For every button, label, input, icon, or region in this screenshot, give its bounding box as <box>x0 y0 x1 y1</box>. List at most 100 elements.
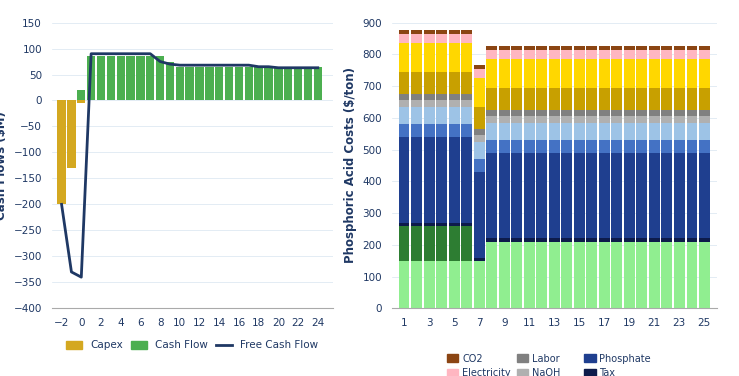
Bar <box>424 43 435 72</box>
Bar <box>474 78 485 107</box>
Bar <box>474 261 485 308</box>
Bar <box>424 137 435 223</box>
Bar <box>461 43 472 72</box>
Bar <box>587 140 597 153</box>
Bar <box>474 129 485 135</box>
Bar <box>424 100 435 107</box>
Bar <box>265 67 273 100</box>
Bar <box>611 242 622 308</box>
Bar <box>399 226 409 261</box>
Bar <box>699 59 709 88</box>
Bar <box>599 59 610 88</box>
Bar <box>461 124 472 137</box>
Bar <box>461 34 472 43</box>
Bar <box>587 110 597 116</box>
Bar <box>587 59 597 88</box>
Bar <box>611 46 622 50</box>
Bar <box>611 88 622 110</box>
Bar <box>486 59 497 88</box>
Bar <box>412 43 422 72</box>
Bar <box>399 137 409 223</box>
Bar <box>611 50 622 59</box>
Bar <box>412 261 422 308</box>
Bar <box>549 59 559 88</box>
Bar <box>549 50 559 59</box>
Bar <box>399 43 409 72</box>
Bar <box>412 124 422 137</box>
Bar <box>649 123 660 140</box>
Bar <box>436 72 447 94</box>
Bar <box>624 242 635 308</box>
Bar <box>549 88 559 110</box>
Bar <box>687 140 697 153</box>
Bar <box>649 153 660 238</box>
Bar <box>687 123 697 140</box>
Bar <box>699 238 709 242</box>
Bar <box>486 140 497 153</box>
Bar <box>436 94 447 100</box>
Bar <box>461 30 472 34</box>
Bar <box>294 67 302 100</box>
Bar <box>699 123 709 140</box>
Bar <box>524 59 534 88</box>
Bar <box>537 88 547 110</box>
Bar <box>58 100 66 205</box>
Bar <box>624 116 635 123</box>
Bar <box>661 140 672 153</box>
Bar <box>412 223 422 226</box>
Bar <box>687 116 697 123</box>
Bar <box>537 50 547 59</box>
Bar <box>449 72 460 94</box>
Bar <box>674 153 684 238</box>
Bar <box>699 88 709 110</box>
Bar <box>166 62 174 100</box>
Bar <box>461 261 472 308</box>
Bar <box>599 110 610 116</box>
Bar <box>574 238 585 242</box>
Bar <box>424 223 435 226</box>
Bar <box>636 46 647 50</box>
Bar <box>636 116 647 123</box>
Bar <box>486 238 497 242</box>
Bar <box>205 67 214 100</box>
Bar <box>424 107 435 124</box>
Bar <box>499 238 510 242</box>
Bar <box>624 123 635 140</box>
Bar <box>699 153 709 238</box>
Bar <box>524 110 534 116</box>
Bar <box>461 72 472 94</box>
Bar <box>611 238 622 242</box>
Bar <box>511 116 522 123</box>
Bar <box>537 110 547 116</box>
Bar <box>674 242 684 308</box>
Bar <box>587 50 597 59</box>
Bar <box>254 67 263 100</box>
Bar <box>524 46 534 50</box>
Bar <box>587 116 597 123</box>
Bar <box>599 88 610 110</box>
Bar <box>412 137 422 223</box>
Bar <box>699 46 709 50</box>
Bar <box>611 59 622 88</box>
Bar <box>687 238 697 242</box>
Bar <box>636 140 647 153</box>
Bar <box>587 242 597 308</box>
Bar <box>474 135 485 142</box>
Bar <box>537 46 547 50</box>
Bar <box>449 107 460 124</box>
Bar <box>304 67 312 100</box>
Bar <box>449 137 460 223</box>
Bar <box>624 88 635 110</box>
Bar <box>624 59 635 88</box>
Bar <box>649 59 660 88</box>
Bar <box>474 68 485 78</box>
Bar <box>461 223 472 226</box>
Bar <box>649 46 660 50</box>
Bar <box>67 100 75 168</box>
Bar <box>399 124 409 137</box>
Bar <box>636 110 647 116</box>
Bar <box>587 238 597 242</box>
Bar <box>574 140 585 153</box>
Bar <box>661 88 672 110</box>
Bar <box>661 46 672 50</box>
